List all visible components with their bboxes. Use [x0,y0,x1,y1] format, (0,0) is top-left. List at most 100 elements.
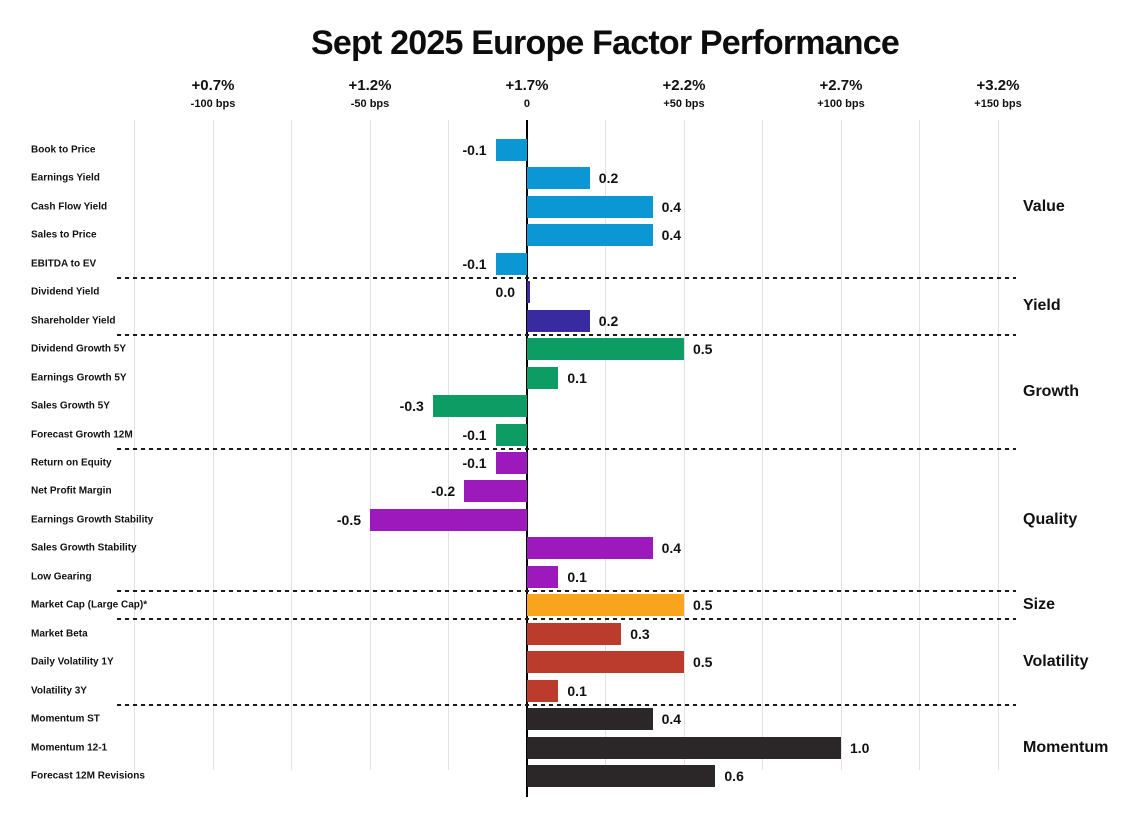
factor-bar [527,679,559,702]
section-separator [117,618,1016,621]
gridline [997,120,999,770]
factor-label: Earnings Yield [31,172,100,184]
factor-bar [527,764,716,787]
factor-label: Market Beta [31,628,88,640]
value-label: 0.6 [724,767,744,784]
value-label: -0.1 [462,426,487,443]
value-label: 0.1 [567,369,587,386]
axis-tick-percent-label: +1.2% [348,77,392,94]
factor-label: Dividend Yield [31,286,100,298]
factor-label: Momentum 12-1 [31,742,108,754]
factor-label: Forecast Growth 12M [31,429,133,441]
section-separator [117,277,1016,280]
factor-bar [527,338,684,361]
factor-bar [527,281,530,304]
factor-bar [527,736,841,759]
gridline [212,120,214,770]
factor-label: Sales Growth 5Y [31,400,110,412]
factor-bar [495,139,527,161]
axis-tick-bps-label: -50 bps [350,97,390,110]
axis-tick-bps-label: +50 bps [663,97,705,110]
value-label: -0.5 [336,511,361,528]
factor-bar [527,309,590,332]
value-label: 0.5 [693,597,713,614]
axis-tick: +0.7% -100 bps [190,77,236,110]
value-label: 0.4 [661,540,682,557]
factor-bar [527,565,559,588]
category-label: Volatility [1023,653,1089,671]
factor-bar [527,366,559,389]
factor-label: Return on Equity [31,457,112,469]
factor-bar [464,480,527,503]
value-label: 0.5 [693,341,713,358]
gridline [683,120,685,770]
factor-bar [527,167,590,190]
gridline [448,120,449,770]
value-label: -0.3 [399,398,424,415]
factor-bar [527,537,653,560]
axis-tick-bps-label: -100 bps [190,97,236,110]
category-label: Yield [1023,297,1061,315]
factor-label: Market Cap (Large Cap)* [31,599,148,611]
factor-label: Dividend Growth 5Y [31,343,127,355]
factor-label: Cash Flow Yield [31,201,108,213]
value-label: -0.2 [431,483,456,500]
axis-tick: +3.2% +150 bps [974,77,1021,110]
category-label: Value [1023,197,1065,215]
axis-tick-percent-label: +0.7% [191,77,235,94]
gridline [919,120,920,770]
category-label: Momentum [1023,738,1109,756]
factor-bar [527,622,622,645]
factor-bar [495,423,527,446]
value-label: 0.5 [693,654,713,671]
factor-label: Earnings Growth 5Y [31,372,127,384]
axis-tick-percent-label: +2.2% [662,77,706,94]
value-label: 0.4 [661,198,682,215]
gridline [762,120,763,770]
category-label: Size [1023,596,1056,614]
value-label: 0.4 [661,227,682,244]
value-label: 0.3 [630,625,650,642]
category-label: Quality [1023,510,1078,528]
factor-label: Volatility 3Y [31,685,87,697]
section-separator [117,590,1016,593]
factor-label: Shareholder Yield [31,315,116,327]
value-label: 1.0 [850,739,870,756]
axis-tick-percent-label: +1.7% [505,77,549,94]
gridline [291,120,292,770]
factor-label: Forecast 12M Revisions [31,770,145,782]
factor-label: Sales to Price [31,229,97,241]
section-separator [117,447,1016,450]
gridline [134,120,135,770]
value-label: 0.4 [661,711,682,728]
factor-bar [527,594,684,617]
factor-label: Net Profit Margin [31,485,112,497]
axis-tick-percent-label: +2.7% [819,77,863,94]
factor-bar [495,451,527,474]
factor-label: Momentum ST [31,713,100,725]
axis-tick: +2.2% +50 bps [662,77,706,110]
factor-label: Earnings Growth Stability [31,514,154,526]
factor-bar [527,708,653,731]
factor-label: Daily Volatility 1Y [31,656,114,668]
value-label: 0.2 [598,170,619,187]
factor-label: Book to Price [31,144,96,156]
axis-tick: +1.7% 0 [505,77,549,110]
factor-bar [527,224,653,247]
factor-label: EBITDA to EV [31,258,97,270]
factor-bar [495,252,527,275]
value-label: -0.1 [462,255,487,272]
value-label: -0.1 [462,142,487,158]
value-label: 0.0 [495,284,515,301]
gridline [369,120,371,770]
value-label: 0.1 [567,568,587,585]
factor-bar [432,395,527,418]
factor-label: Low Gearing [31,571,92,583]
factor-label: Sales Growth Stability [31,542,137,554]
section-separator [117,703,1016,706]
category-label: Growth [1023,382,1079,400]
factor-bar [527,195,653,218]
value-label: -0.1 [462,454,487,471]
value-label: 0.1 [567,682,587,699]
